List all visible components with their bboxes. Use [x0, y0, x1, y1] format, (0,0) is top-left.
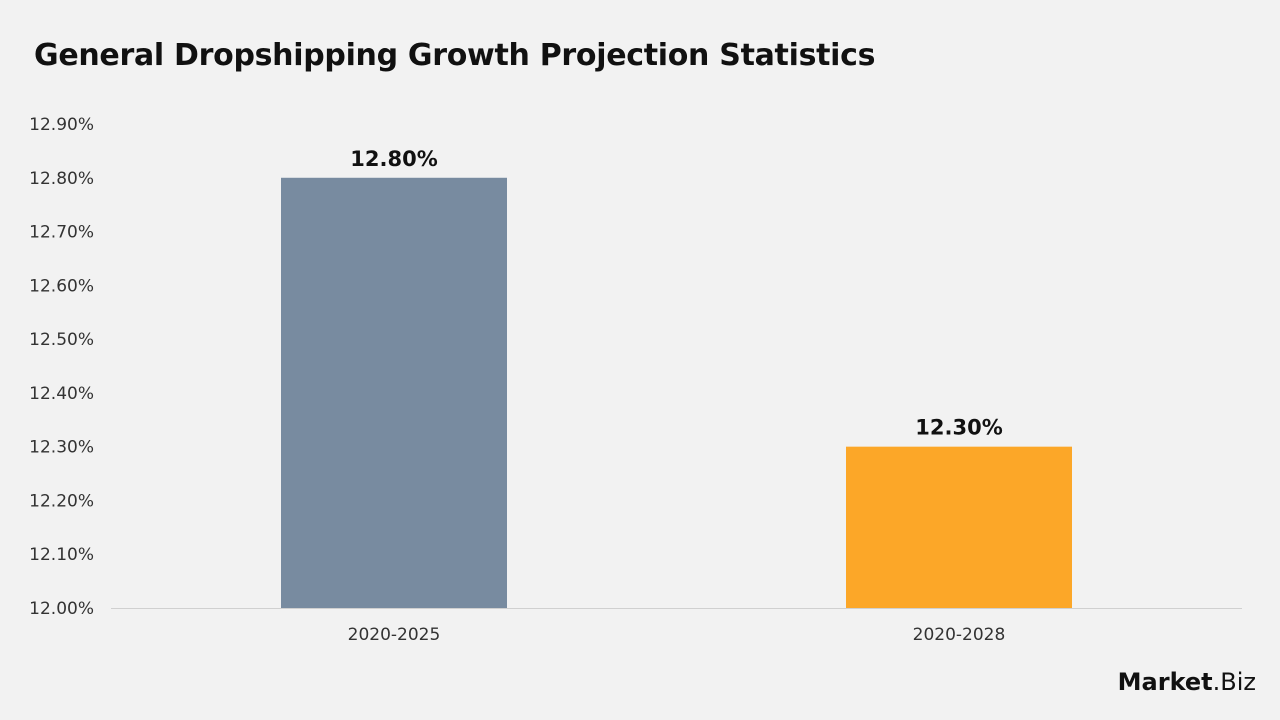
bar	[281, 177, 507, 608]
y-tick-label: 12.20%	[29, 491, 94, 511]
bar	[846, 446, 1072, 608]
data-label: 12.80%	[350, 147, 437, 171]
y-tick-label: 12.90%	[29, 115, 94, 135]
y-tick-label: 12.00%	[29, 599, 94, 619]
y-tick-label: 12.10%	[29, 545, 94, 565]
marketbiz-logo: Market.Biz	[1117, 668, 1256, 696]
x-tick-label: 2020-2025	[348, 625, 441, 645]
y-tick-label: 12.50%	[29, 330, 94, 350]
y-tick-label: 12.30%	[29, 438, 94, 458]
y-tick-label: 12.60%	[29, 276, 94, 296]
data-label: 12.30%	[915, 416, 1002, 440]
y-tick-label: 12.40%	[29, 384, 94, 404]
x-tick-label: 2020-2028	[913, 625, 1006, 645]
y-tick-label: 12.80%	[29, 169, 94, 189]
y-tick-label: 12.70%	[29, 223, 94, 243]
chart-title: General Dropshipping Growth Projection S…	[34, 38, 876, 73]
